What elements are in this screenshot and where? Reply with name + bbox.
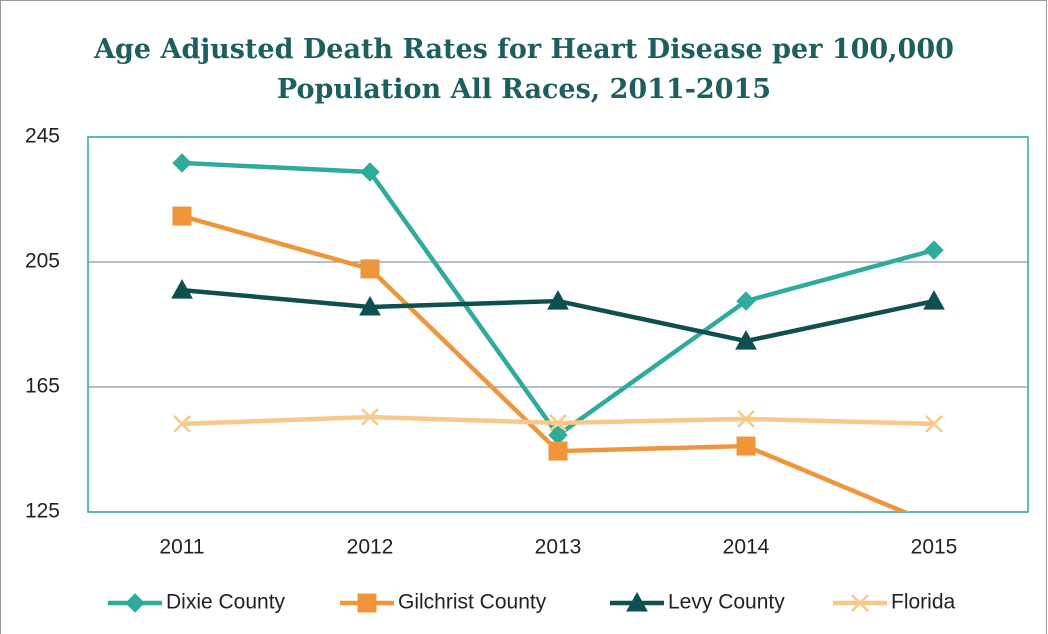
legend-label: Dixie County xyxy=(166,591,286,614)
marker xyxy=(925,414,943,433)
marker xyxy=(736,291,756,311)
marker xyxy=(851,594,869,612)
marker xyxy=(626,591,648,612)
marker xyxy=(172,153,192,173)
marker xyxy=(547,290,569,310)
y-tick-label: 165 xyxy=(25,375,60,398)
x-tick-label: 2015 xyxy=(911,536,958,559)
legend-label: Florida xyxy=(891,591,956,614)
legend-label: Levy County xyxy=(668,591,785,614)
marker xyxy=(737,409,755,428)
plot-border xyxy=(87,136,1029,513)
marker xyxy=(549,414,567,432)
marker xyxy=(357,593,377,613)
x-tick-label: 2011 xyxy=(159,536,204,559)
y-tick-label: 245 xyxy=(25,125,60,148)
marker xyxy=(173,414,191,433)
x-tick-label: 2014 xyxy=(723,536,770,559)
chart-title: Age Adjusted Death Rates for Heart Disea… xyxy=(94,34,954,105)
y-tick-label: 205 xyxy=(25,250,60,273)
marker xyxy=(172,206,192,226)
y-tick-label: 125 xyxy=(25,500,60,523)
marker xyxy=(923,290,945,310)
marker xyxy=(736,436,756,456)
x-tick-label: 2013 xyxy=(535,536,582,559)
legend-label: Gilchrist County xyxy=(398,591,547,614)
marker xyxy=(361,408,379,426)
marker xyxy=(924,240,944,260)
marker xyxy=(360,259,380,279)
plot-area xyxy=(171,153,945,534)
marker xyxy=(171,279,193,299)
marker xyxy=(360,162,380,182)
marker xyxy=(125,593,145,613)
marker xyxy=(925,516,943,534)
x-tick-label: 2012 xyxy=(347,536,394,559)
marker xyxy=(548,441,568,461)
marker xyxy=(735,330,757,350)
marker xyxy=(359,295,381,316)
